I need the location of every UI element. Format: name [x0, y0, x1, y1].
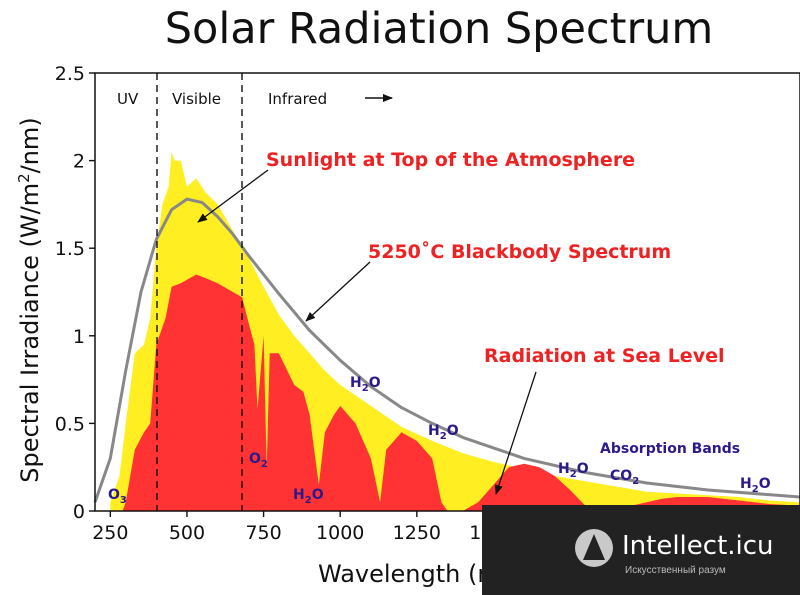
y-tick-label: 2 — [73, 151, 85, 173]
y-tick-label: 2.5 — [55, 63, 85, 85]
y-tick-label: 1.5 — [55, 238, 85, 260]
absorption-label: O2 — [249, 451, 268, 470]
arrow-top-of-atmosphere — [197, 169, 269, 223]
arrow-blackbody — [305, 261, 371, 322]
watermark-banner: Intellect.icu Искусственный разум — [482, 505, 800, 595]
absorption-label: H2O — [740, 476, 771, 495]
region-label-uv: UV — [117, 90, 139, 108]
watermark-tagline: Искусственный разум — [625, 565, 726, 576]
x-tick-label: 750 — [245, 522, 281, 544]
series-blackbody-curve — [93, 197, 800, 503]
brand-logo-icon — [575, 529, 613, 567]
plot-frame — [94, 72, 800, 512]
y-tick-label: 0.5 — [55, 413, 85, 435]
series-sea-level — [122, 274, 800, 511]
x-tick-label: 1250 — [393, 522, 441, 544]
absorption-label: H2O — [558, 461, 589, 480]
region-label-visible: Visible — [172, 90, 221, 108]
x-tick-label: 500 — [169, 522, 205, 544]
absorption-label: O3 — [108, 487, 127, 506]
annotation-absorption-bands: Absorption Bands — [600, 441, 740, 457]
absorption-label: CO2 — [610, 468, 639, 487]
absorption-label: H2O — [350, 375, 381, 394]
absorption-label: H2O — [293, 487, 324, 506]
y-tick-label: 0 — [73, 501, 85, 523]
x-tick-label: 1000 — [316, 522, 364, 544]
annotation-blackbody: 5250˚C Blackbody Spectrum — [368, 240, 671, 263]
annotation-top-of-atmosphere: Sunlight at Top of the Atmosphere — [266, 149, 635, 171]
watermark-brand: Intellect.icu — [622, 531, 774, 561]
x-tick-label: 250 — [92, 522, 128, 544]
y-tick-label: 1 — [73, 326, 85, 348]
annotation-sea-level: Radiation at Sea Level — [484, 345, 724, 367]
chart-title: Solar Radiation Spectrum — [164, 4, 714, 54]
absorption-label: H2O — [428, 423, 459, 442]
arrow-sea-level — [495, 371, 537, 495]
region-label-infrared: Infrared — [268, 90, 327, 108]
y-axis-label: Spectral Irradiance (W/m2/nm) — [15, 117, 44, 482]
